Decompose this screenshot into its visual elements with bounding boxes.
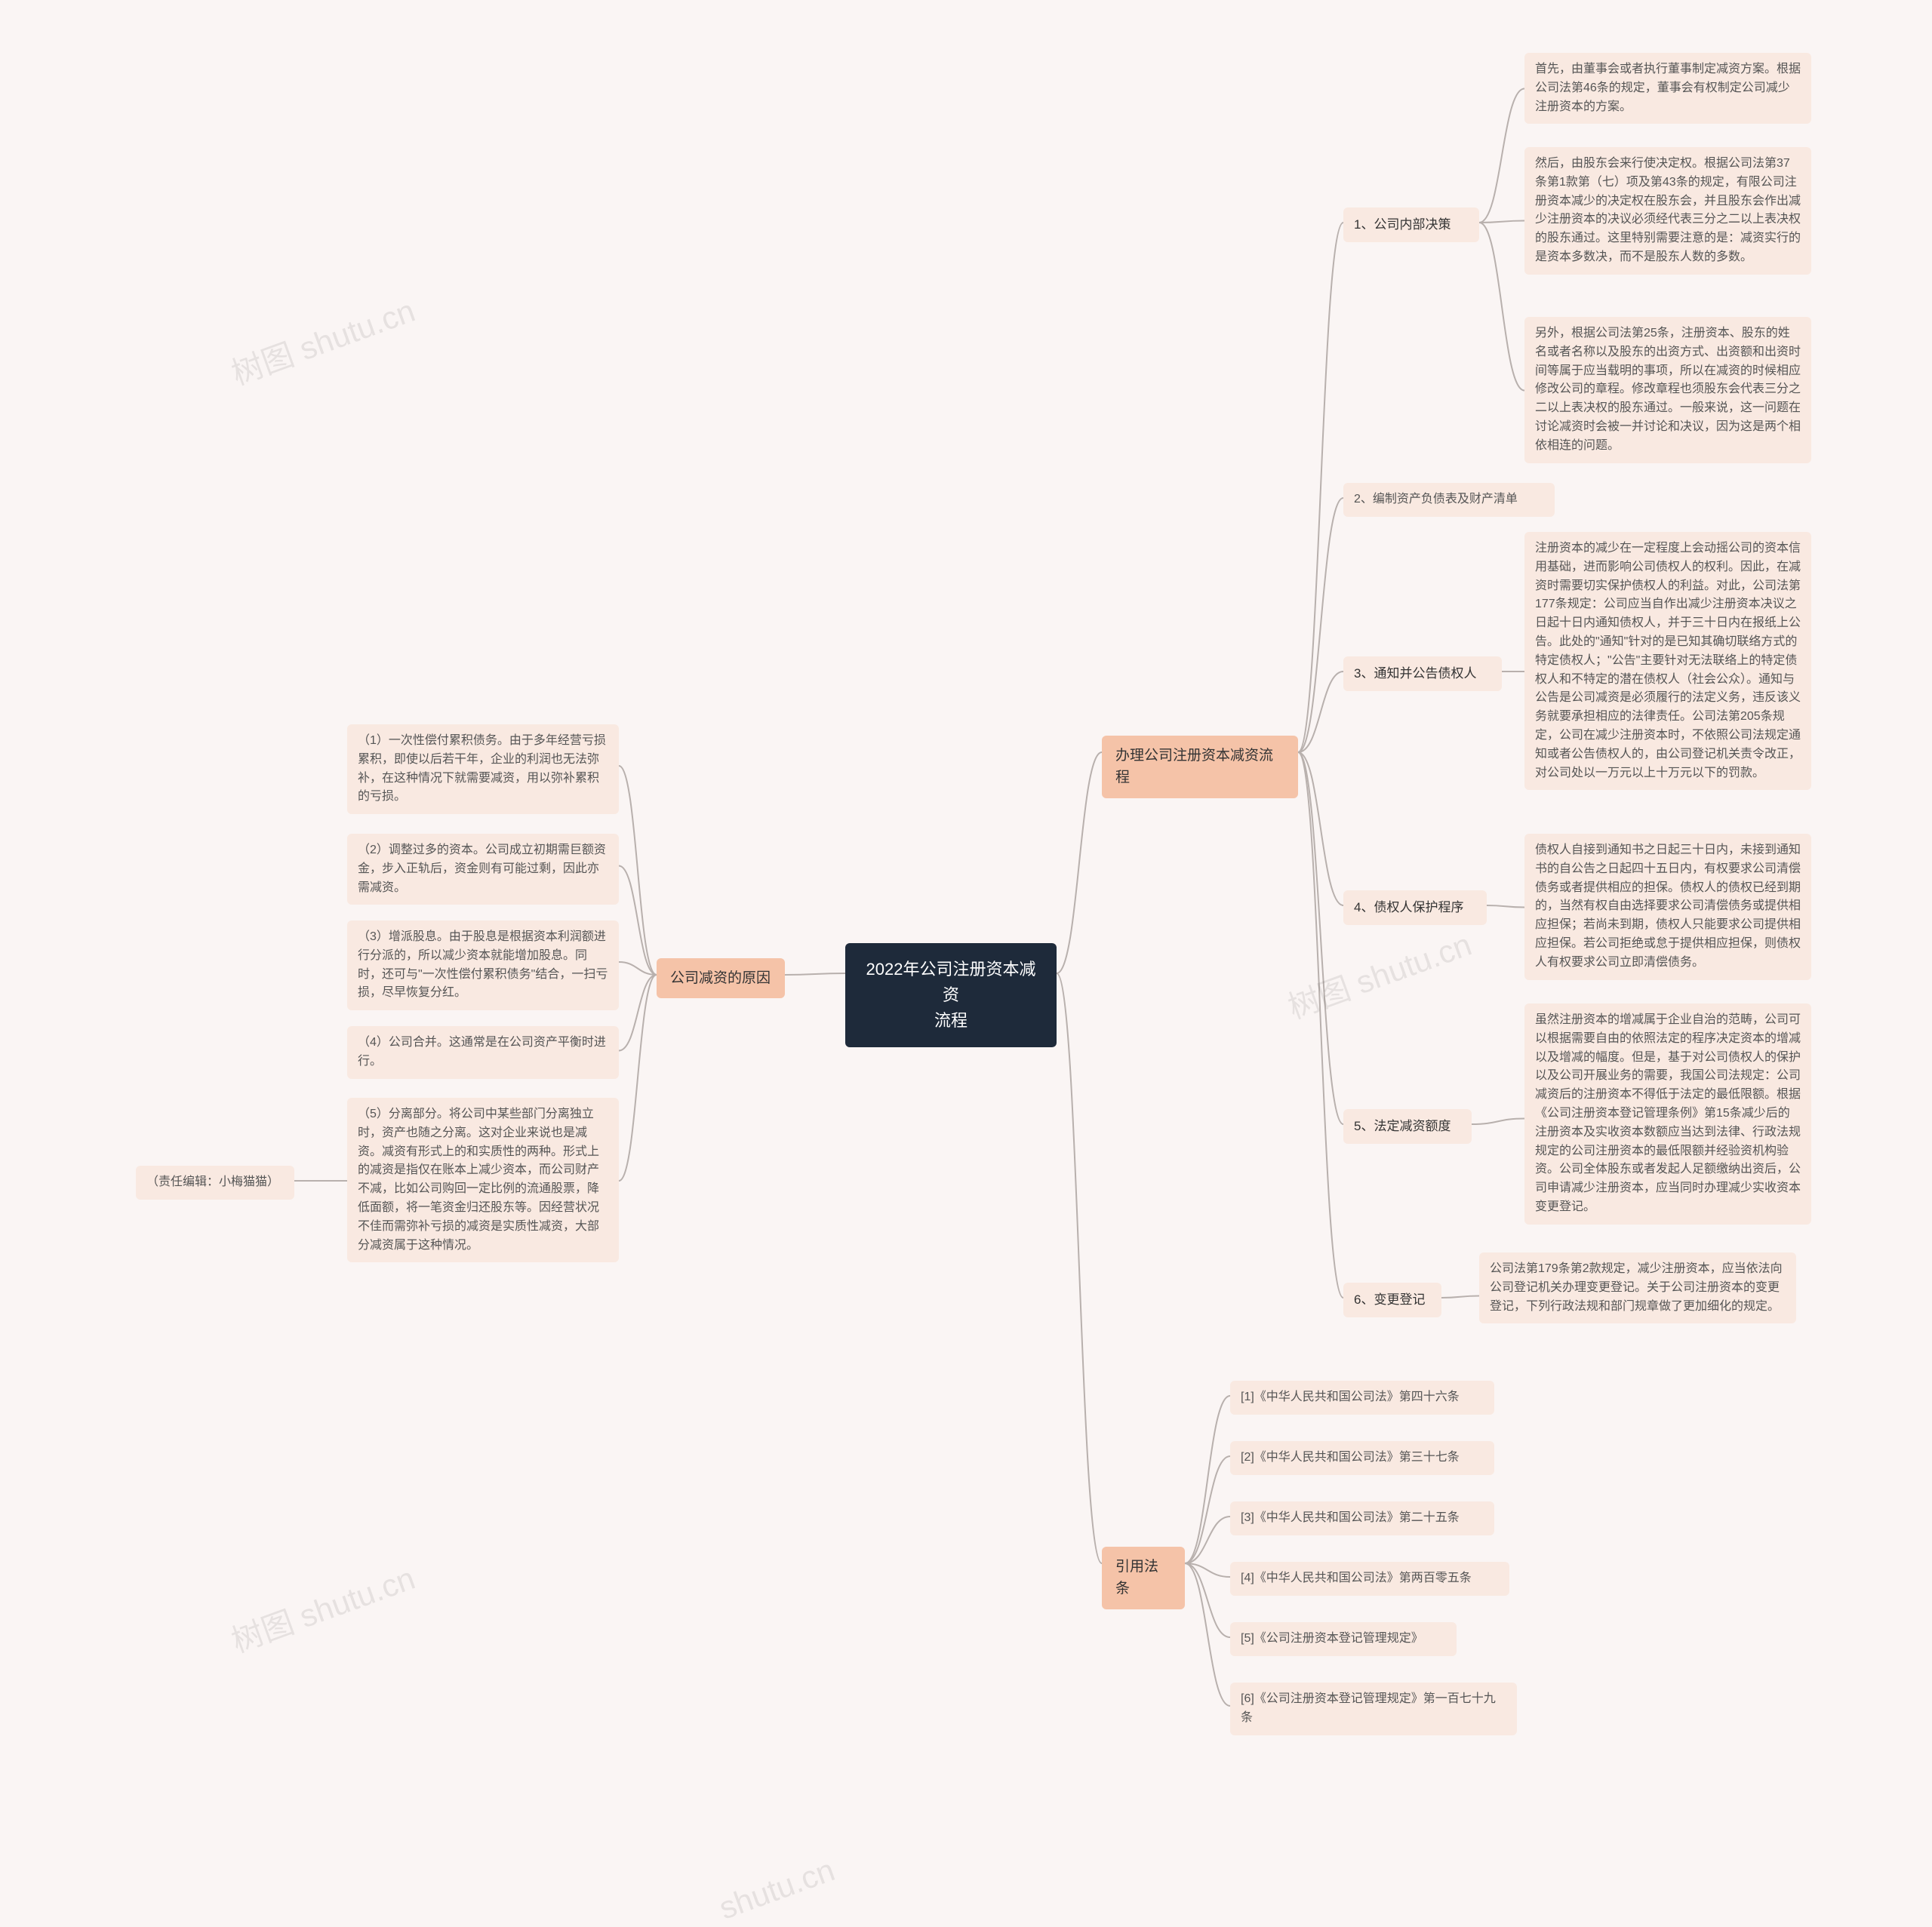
leaf-node: 虽然注册资本的增减属于企业自治的范畴，公司可以根据需要自由的依照法定的程序决定资… — [1524, 1003, 1811, 1225]
leaf-node: （4）公司合并。这通常是在公司资产平衡时进行。 — [347, 1026, 619, 1079]
watermark: 树图 shutu.cn — [224, 285, 420, 394]
leaf-node: 2、编制资产负债表及财产清单 — [1343, 483, 1555, 517]
leaf-node: 然后，由股东会来行使决定权。根据公司法第37条第1款第（七）项及第43条的规定，… — [1524, 147, 1811, 275]
root-node: 2022年公司注册资本减资 流程 — [845, 943, 1057, 1047]
leaf-node: 首先，由董事会或者执行董事制定减资方案。根据公司法第46条的规定，董事会有权制定… — [1524, 53, 1811, 124]
leaf-node: 注册资本的减少在一定程度上会动摇公司的资本信用基础，进而影响公司债权人的权利。因… — [1524, 532, 1811, 790]
leaf-node: （5）分离部分。将公司中某些部门分离独立时，资产也随之分离。这对企业来说也是减资… — [347, 1098, 619, 1262]
leaf-node: [1]《中华人民共和国公司法》第四十六条 — [1230, 1381, 1494, 1415]
watermark: 树图 shutu.cn — [1281, 919, 1477, 1028]
leaf-node: [4]《中华人民共和国公司法》第两百零五条 — [1230, 1562, 1509, 1596]
leaf-node: 债权人自接到通知书之日起三十日内，未接到通知书的自公告之日起四十五日内，有权要求… — [1524, 834, 1811, 980]
sub-node: 5、法定减资额度 — [1343, 1109, 1472, 1144]
branch-node: 引用法条 — [1102, 1547, 1185, 1609]
sub-node: 3、通知并公告债权人 — [1343, 656, 1502, 691]
sub-node: 1、公司内部决策 — [1343, 207, 1479, 242]
leaf-node: [5]《公司注册资本登记管理规定》 — [1230, 1622, 1457, 1656]
sub-node: 6、变更登记 — [1343, 1283, 1441, 1317]
leaf-node: [2]《中华人民共和国公司法》第三十七条 — [1230, 1441, 1494, 1475]
leaf-node: 另外，根据公司法第25条，注册资本、股东的姓名或者名称以及股东的出资方式、出资额… — [1524, 317, 1811, 463]
watermark: shutu.cn — [715, 1852, 840, 1926]
leaf-node: （责任编辑：小梅猫猫） — [136, 1166, 294, 1200]
sub-node: 4、债权人保护程序 — [1343, 890, 1487, 925]
branch-node: 办理公司注册资本减资流程 — [1102, 736, 1298, 798]
leaf-node: 公司法第179条第2款规定，减少注册资本，应当依法向公司登记机关办理变更登记。关… — [1479, 1252, 1796, 1323]
leaf-node: [6]《公司注册资本登记管理规定》第一百七十九条 — [1230, 1683, 1517, 1735]
leaf-node: （3）增派股息。由于股息是根据资本利润额进行分派的，所以减少资本就能增加股息。同… — [347, 920, 619, 1010]
leaf-node: （1）一次性偿付累积债务。由于多年经营亏损累积，即使以后若干年，企业的利润也无法… — [347, 724, 619, 814]
leaf-node: [3]《中华人民共和国公司法》第二十五条 — [1230, 1501, 1494, 1535]
watermark: 树图 shutu.cn — [224, 1553, 420, 1661]
branch-node: 公司减资的原因 — [657, 958, 785, 998]
leaf-node: （2）调整过多的资本。公司成立初期需巨额资金，步入正轨后，资金则有可能过剩，因此… — [347, 834, 619, 905]
